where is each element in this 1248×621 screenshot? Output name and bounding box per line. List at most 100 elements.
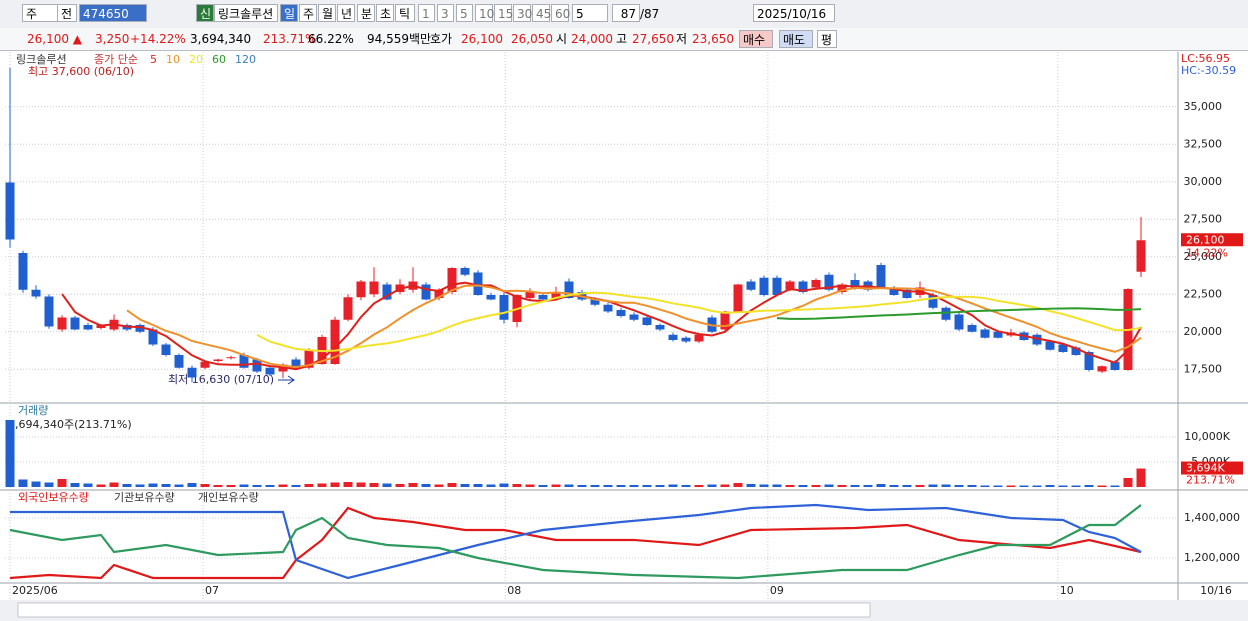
volume-bar [408, 483, 418, 487]
prev-button[interactable]: 전 [57, 4, 77, 22]
volume-bar [720, 484, 730, 487]
candle-body [525, 292, 535, 298]
volume-bar [876, 484, 886, 487]
candle-body [44, 296, 54, 327]
buy-button[interactable]: 매수 [739, 30, 773, 48]
minute-button[interactable]: 45 [532, 4, 551, 22]
volume-bar [83, 483, 93, 487]
candle-body [681, 337, 691, 342]
code-input[interactable]: 474650 [79, 4, 147, 22]
ma-legend: 120 [235, 53, 256, 66]
volume-bar [655, 485, 665, 487]
period-button[interactable]: 주 [299, 4, 317, 22]
y-tick-label: 20,000 [1184, 325, 1223, 338]
volume-ratio-label: 213.71% [1186, 474, 1235, 487]
volume-bar [122, 484, 132, 487]
volume-bar [980, 485, 990, 487]
volume-bar [239, 484, 249, 487]
candle-body [772, 277, 782, 295]
count-input[interactable]: 87 [612, 4, 640, 22]
volume-bar [798, 485, 808, 487]
high: 27,650 [632, 32, 674, 46]
avg-button[interactable]: 평 [817, 30, 837, 48]
candle-body [785, 281, 795, 290]
volume-badge-label: 3,694K [1186, 462, 1225, 475]
ma-label: 종가 단순 [94, 53, 138, 66]
legend-entry: 개인보유수량 [198, 491, 259, 504]
candle-body [1084, 352, 1094, 370]
volume-bar [538, 485, 548, 487]
period-button[interactable]: 년 [337, 4, 355, 22]
period-button[interactable]: 일 [280, 4, 298, 22]
volume-bar [135, 484, 145, 487]
volume-bar [5, 420, 15, 487]
volume-bar [226, 485, 236, 487]
candle-body [499, 295, 509, 320]
stock-name: 링크솔루션 [214, 4, 278, 22]
ma-legend: 10 [166, 53, 180, 66]
volume-bar [902, 485, 912, 487]
volume-bar [291, 485, 301, 487]
volume-bar [564, 484, 574, 487]
period-button[interactable]: 분 [357, 4, 375, 22]
market-select[interactable]: 주 [22, 4, 58, 22]
volume-bar [356, 482, 366, 487]
candle-body [31, 289, 41, 297]
date-input[interactable]: 2025/10/16 [753, 4, 835, 22]
legend-entry: 기관보유수량 [114, 491, 175, 504]
candle-body [980, 329, 990, 338]
minute-button[interactable]: 5 [456, 4, 473, 22]
y-tick-label: 32,500 [1184, 137, 1223, 150]
volume-bar [941, 484, 951, 487]
ask: 26,100 [461, 32, 503, 46]
candle-body [850, 280, 860, 288]
candle-body [265, 367, 275, 375]
candle-body [356, 281, 366, 298]
volume-bar [512, 484, 522, 487]
minute-button[interactable]: 3 [437, 4, 454, 22]
volume-bar [265, 485, 275, 487]
candle-body [603, 304, 613, 312]
unit-select[interactable]: 5 [572, 4, 608, 22]
volume-bar [772, 484, 782, 487]
volume-bar [642, 485, 652, 487]
volume-bar [57, 479, 67, 487]
y-tick-label: 22,500 [1184, 287, 1223, 300]
minute-button[interactable]: 30 [513, 4, 532, 22]
ma-line [776, 307, 1142, 320]
price-badge-label: 26,100 [1186, 233, 1225, 246]
ma-legend: 5 [150, 53, 157, 66]
volume-bar [395, 484, 405, 487]
period-button[interactable]: 월 [318, 4, 336, 22]
volume-bar [382, 483, 392, 487]
volume-badge [1181, 461, 1243, 475]
volume-bar [616, 485, 626, 487]
candle-body [135, 325, 145, 332]
minute-button[interactable]: 1 [418, 4, 435, 22]
volume-bar [928, 484, 938, 487]
volume-bar [317, 483, 327, 487]
scroll-track[interactable] [17, 602, 871, 618]
minute-button[interactable]: 10 [475, 4, 494, 22]
candle-body [1058, 344, 1068, 352]
minute-button[interactable]: 60 [551, 4, 570, 22]
x-tick-label: 2025/06 [12, 584, 58, 597]
candle-body [902, 289, 912, 298]
candle-body [382, 284, 392, 300]
candle-body [369, 281, 379, 295]
candle-body [1110, 361, 1120, 370]
candle-body [590, 299, 600, 305]
high-note: 최고 37,600 (06/10) [28, 65, 134, 78]
sell-button[interactable]: 매도 [779, 30, 813, 48]
volume-bar [447, 483, 457, 487]
candle-body [148, 329, 158, 345]
candle-body [616, 310, 626, 316]
minute-button[interactable]: 15 [494, 4, 513, 22]
candle-body [811, 280, 821, 288]
candle-body [824, 274, 834, 290]
period-button[interactable]: 초 [376, 4, 394, 22]
period-button[interactable]: 틱 [395, 4, 415, 22]
candle-body [460, 268, 470, 275]
count-total: /87 [640, 7, 660, 21]
